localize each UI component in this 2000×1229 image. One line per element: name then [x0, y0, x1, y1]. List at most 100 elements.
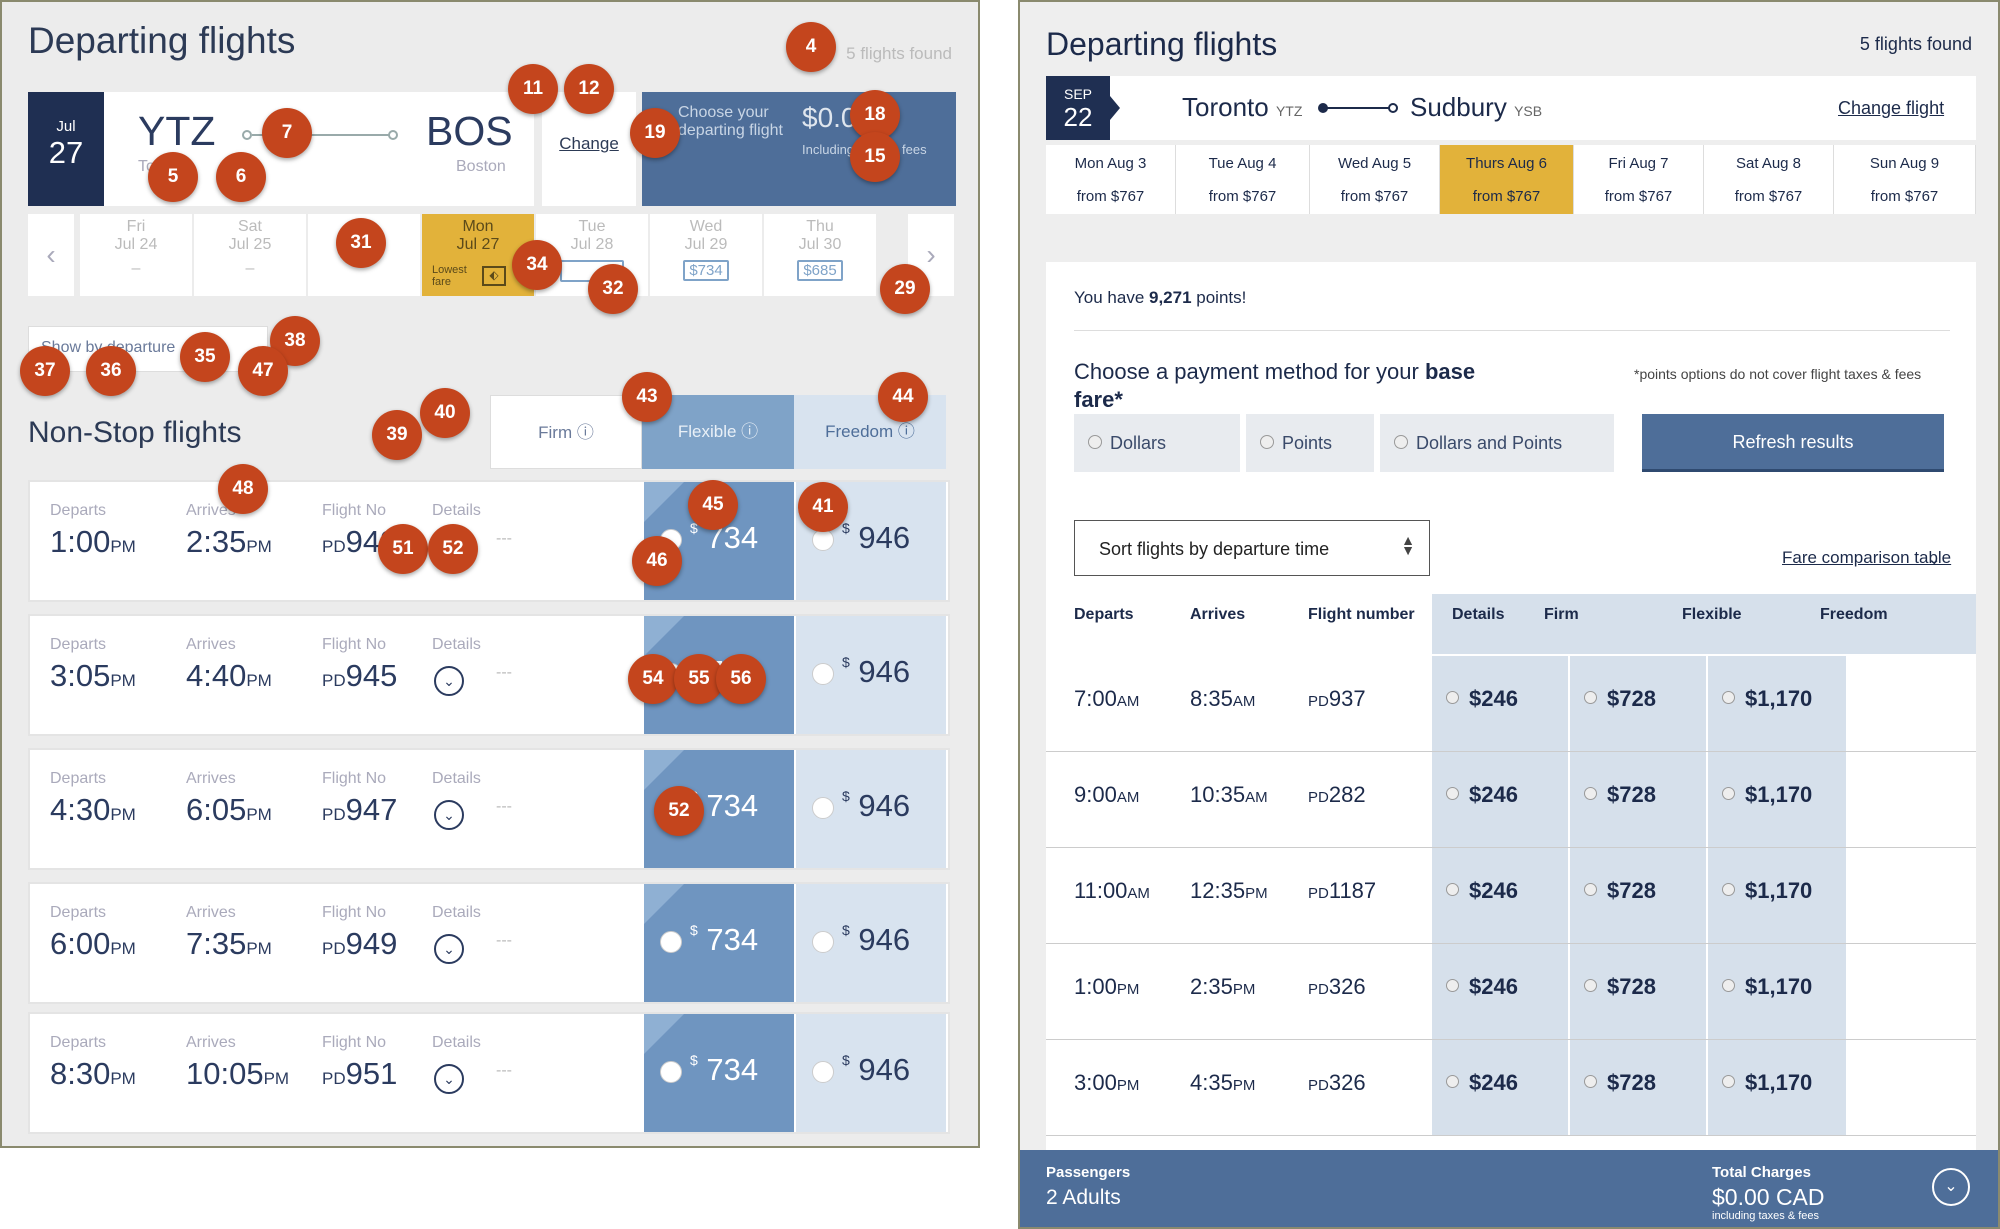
fare-header-firm[interactable]: Firm ⓘ — [490, 395, 642, 469]
freedom-fare-cell[interactable]: $1,170 — [1708, 944, 1846, 1039]
radio-icon — [1260, 435, 1274, 450]
day-price: from $767 — [1870, 188, 1939, 205]
day-name: Tue — [578, 218, 606, 235]
flexible-fare-cell[interactable]: $728 — [1570, 1040, 1706, 1135]
method-dollars-points[interactable]: Dollars and Points — [1380, 414, 1614, 472]
freedom-fare-cell[interactable]: $ 946 — [796, 884, 946, 1002]
arrival-time: 7:35PM — [186, 926, 272, 961]
date-badge: SEP 22 — [1046, 76, 1110, 140]
origin-city: Toronto — [1182, 92, 1269, 122]
method-points[interactable]: Points — [1246, 414, 1374, 472]
day-name: Thurs Aug 6 — [1466, 155, 1547, 172]
change-flight-link[interactable]: Change flight — [1838, 98, 1945, 118]
day-option[interactable]: Tue Aug 4 from $767 — [1176, 145, 1310, 214]
day-option[interactable]: Fri Aug 7 from $767 — [1574, 145, 1704, 214]
firm-fare-cell[interactable]: $246 — [1432, 656, 1568, 751]
details-chevron-button[interactable]: ⌄ — [434, 666, 464, 696]
flight-number: PD947 — [322, 792, 398, 827]
day-fri[interactable]: Fri Jul 24 – — [80, 214, 192, 296]
day-price: – — [131, 260, 141, 277]
freedom-fare-cell[interactable]: $ 946 — [796, 1014, 946, 1132]
flexible-fare-cell[interactable]: $728 — [1570, 752, 1706, 847]
firm-fare-cell[interactable]: $246 — [1432, 848, 1568, 943]
annotation-marker: 6 — [216, 152, 266, 202]
change-link[interactable]: Change — [559, 134, 619, 153]
firm-unavailable: --- — [496, 1062, 512, 1079]
firm-fare-cell[interactable]: $246 — [1432, 752, 1568, 847]
section-title: Non-Stop flights — [28, 416, 242, 449]
departs-label: Departs — [50, 1034, 107, 1051]
freedom-fare-cell[interactable]: $1,170 — [1708, 1040, 1846, 1135]
prev-arrow[interactable]: ‹ — [28, 214, 74, 296]
day-option[interactable]: Mon Aug 3 from $767 — [1046, 145, 1176, 214]
annotation-marker: 7 — [262, 108, 312, 158]
firm-fare-cell[interactable]: $246 — [1432, 1040, 1568, 1135]
firm-fare-cell[interactable]: $246 — [1432, 944, 1568, 1039]
departure-time: 1:00PM — [1074, 974, 1140, 999]
day-price: from $767 — [1076, 188, 1145, 205]
tag-icon — [644, 1014, 684, 1054]
payment-question-text: Choose a payment method for your — [1074, 359, 1425, 384]
flight-number: PD949 — [322, 926, 398, 961]
fare-comparison-link[interactable]: Fare comparison table — [1782, 548, 1951, 568]
radio-icon — [812, 796, 834, 819]
freedom-fare-cell[interactable]: $ 946 — [796, 616, 946, 734]
departure-time: 9:00AM — [1074, 782, 1140, 807]
annotation-marker: 46 — [632, 536, 682, 586]
origin: Toronto YTZ — [1182, 92, 1302, 123]
radio-icon — [1584, 1074, 1597, 1088]
flexible-fare-cell[interactable]: $728 — [1570, 848, 1706, 943]
day-option[interactable]: Sat Aug 8 from $767 — [1704, 145, 1834, 214]
route-end-dot — [388, 130, 398, 140]
day-wed[interactable]: Wed Jul 29 $734 — [650, 214, 762, 296]
freedom-fare-cell[interactable]: $1,170 — [1708, 848, 1846, 943]
refresh-results-button[interactable]: Refresh results — [1642, 414, 1944, 472]
flight-no-label: Flight No — [322, 904, 387, 921]
day-price: from $767 — [1734, 188, 1803, 205]
annotation-marker: 44 — [878, 372, 928, 422]
firm-price: $246 — [1446, 878, 1518, 904]
departs-label: Departs — [50, 770, 107, 787]
promo-note-2: fees — [902, 142, 927, 157]
freedom-fare-cell[interactable]: $ 946 — [796, 750, 946, 868]
annotation-marker: 34 — [512, 240, 562, 290]
details-chevron-button[interactable]: ⌄ — [434, 934, 464, 964]
day-selected[interactable]: Thurs Aug 6 from $767 — [1440, 145, 1574, 214]
summary-footer: Passengers 2 Adults Total Charges $0.00 … — [1020, 1150, 1998, 1227]
flexible-fare-cell[interactable]: $728 — [1570, 944, 1706, 1039]
fare-comparison-label: Fare comparison table — [1782, 548, 1952, 567]
flight-number: PD937 — [1308, 686, 1366, 711]
freedom-fare-cell[interactable]: $1,170 — [1708, 656, 1846, 751]
points-balance: You have 9,271 points! — [1074, 288, 1246, 308]
freedom-price: $1,170 — [1722, 686, 1812, 712]
date-month: SEP — [1063, 86, 1092, 102]
freedom-fare-cell[interactable]: $1,170 — [1708, 752, 1846, 847]
flexible-price: $ 734 — [660, 922, 758, 958]
method-dollars[interactable]: Dollars — [1074, 414, 1240, 472]
day-option[interactable]: Sun Aug 9 from $767 — [1834, 145, 1976, 214]
details-label: Details — [432, 1034, 481, 1051]
sort-select[interactable]: Sort flights by departure time ▲ ▼ — [1074, 520, 1430, 576]
freedom-price: $ 946 — [812, 1052, 910, 1088]
annotation-marker: 51 — [378, 524, 428, 574]
day-name: Mon — [462, 218, 494, 235]
flexible-fare-cell[interactable]: $ 734 — [644, 1014, 794, 1132]
details-chevron-button[interactable]: ⌄ — [434, 1064, 464, 1094]
expand-summary-button[interactable]: ⌄ — [1932, 1168, 1970, 1206]
payment-question-fare: fare* — [1074, 387, 1123, 412]
total-label: Total Charges — [1712, 1164, 1811, 1181]
destination-city: Sudbury — [1410, 92, 1507, 122]
day-sat[interactable]: Sat Jul 25 – — [194, 214, 306, 296]
day-option[interactable]: Wed Aug 5 from $767 — [1310, 145, 1440, 214]
header-freedom: Freedom — [1820, 606, 1888, 623]
flexible-price: $728 — [1584, 974, 1656, 1000]
annotation-marker: 39 — [372, 410, 422, 460]
freedom-price: $ 946 — [812, 922, 910, 958]
day-mon-selected[interactable]: Mon Jul 27 Lowest fare ⬖ — [422, 214, 534, 296]
flexible-fare-cell[interactable]: $728 — [1570, 656, 1706, 751]
flexible-price: $728 — [1584, 878, 1656, 904]
details-chevron-button[interactable]: ⌄ — [434, 800, 464, 830]
flexible-fare-cell[interactable]: $ 734 — [644, 884, 794, 1002]
day-thu[interactable]: Thu Jul 30 $685 — [764, 214, 876, 296]
flight-row: Departs Arrives Flight No Details 1:00PM… — [28, 480, 950, 602]
